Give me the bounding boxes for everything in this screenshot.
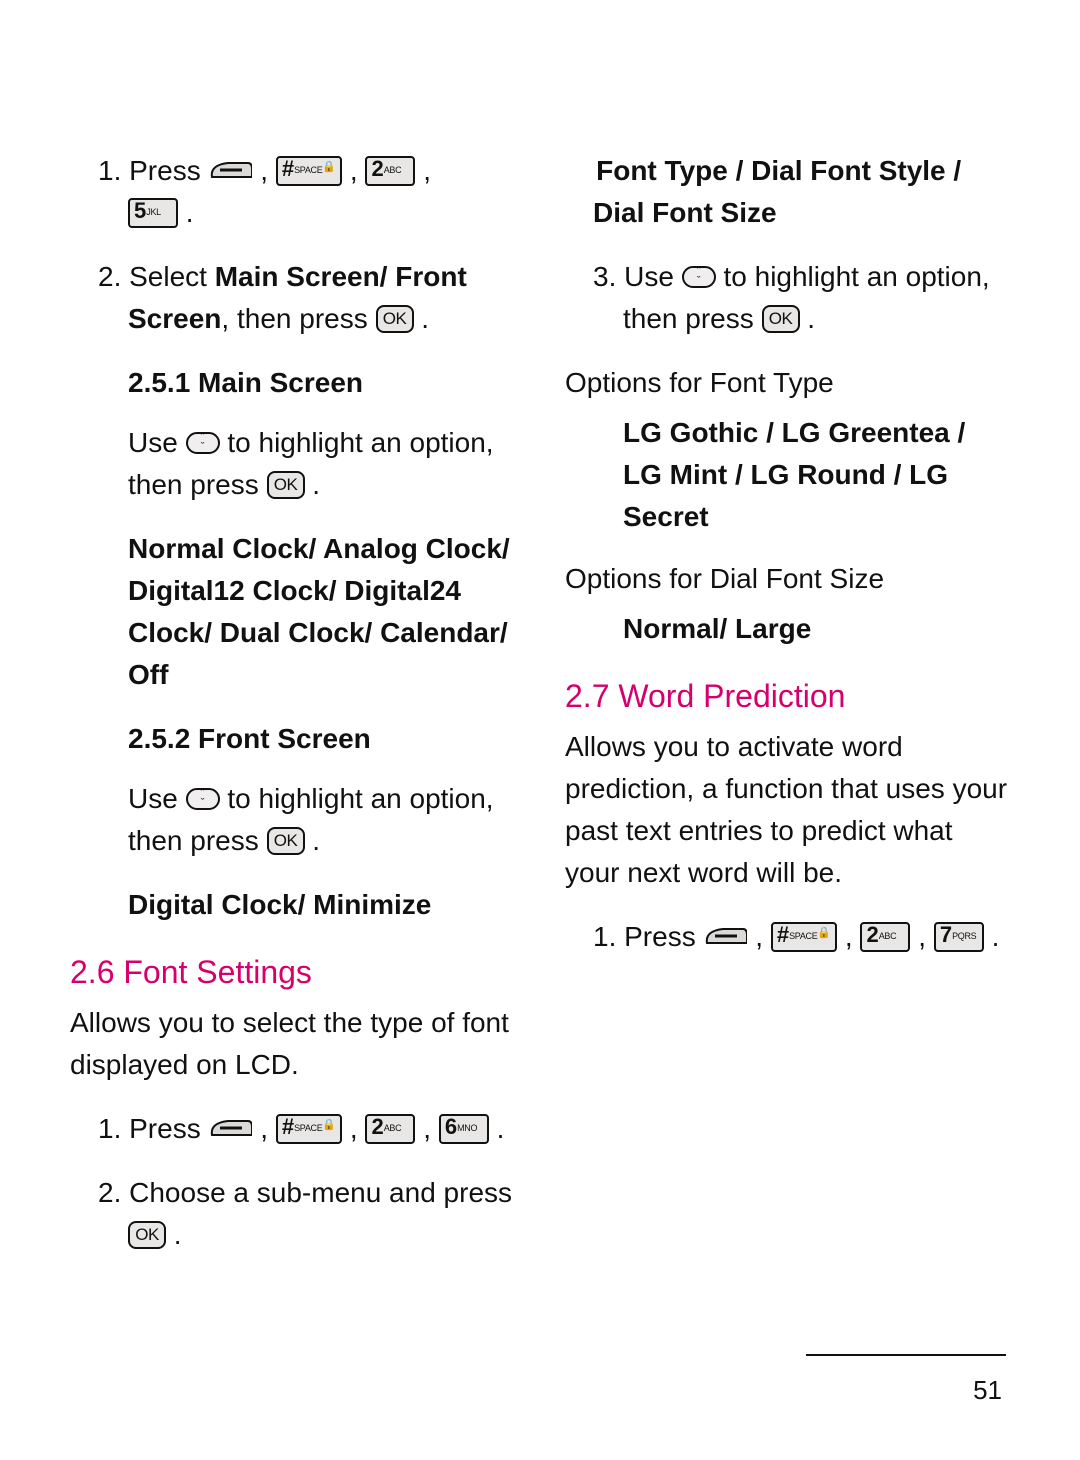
nav-key-icon: ˆˇ	[186, 432, 220, 454]
soft-left-key-icon	[208, 1117, 252, 1141]
page-number: 51	[973, 1375, 1002, 1406]
text: 1. Press	[98, 1113, 208, 1144]
step-2-6-press: 1. Press , #SPACE🔒 , 2ABC , 6MNO .	[70, 1108, 515, 1150]
font-type-options-label: Options for Font Type	[565, 362, 1010, 404]
text: , then press	[221, 303, 375, 334]
ok-key-icon: OK	[267, 471, 305, 499]
font-type-options: LG Gothic / LG Greentea / LG Mint / LG R…	[565, 412, 1010, 538]
dial-font-size-options: Normal/ Large	[565, 608, 1010, 650]
key-2-icon: 2ABC	[860, 922, 910, 952]
key-6-icon: 6MNO	[439, 1114, 489, 1144]
heading-2-6: 2.6 Font Settings	[70, 948, 515, 996]
text: 2. Select	[98, 261, 215, 292]
heading-2-5-2: 2.5.2 Front Screen	[70, 718, 515, 760]
step-2-6-use: 3. Use ˆˇ to highlight an option, then p…	[565, 256, 1010, 340]
options-2-5-1: Normal Clock/ Analog Clock/ Digital12 Cl…	[70, 528, 515, 696]
step-2-6-choose: 2. Choose a sub-menu and press OK .	[70, 1172, 515, 1256]
instr-2-5-2: Use ˆˇ to highlight an option, then pres…	[70, 778, 515, 862]
ok-key-icon: OK	[762, 305, 800, 333]
ok-key-icon: OK	[267, 827, 305, 855]
hash-key-icon: #SPACE🔒	[276, 1114, 342, 1144]
ok-key-icon: OK	[376, 305, 414, 333]
step-2-5-select: 2. Select Main Screen/ Front Screen, the…	[70, 256, 515, 340]
footer-rule	[806, 1354, 1006, 1356]
key-2-icon: 2ABC	[365, 156, 415, 186]
key-7-icon: 7PQRS	[934, 922, 984, 952]
text: Use	[128, 783, 186, 814]
heading-2-5-1: 2.5.1 Main Screen	[70, 362, 515, 404]
key-2-icon: 2ABC	[365, 1114, 415, 1144]
intro-2-6: Allows you to select the type of font di…	[70, 1002, 515, 1086]
text: 1. Press	[98, 155, 208, 186]
soft-left-key-icon	[703, 925, 747, 949]
hash-key-icon: #SPACE🔒	[771, 922, 837, 952]
hash-key-icon: #SPACE🔒	[276, 156, 342, 186]
intro-2-7: Allows you to activate word prediction, …	[565, 726, 1010, 894]
key-5-icon: 5JKL	[128, 198, 178, 228]
heading-2-7: 2.7 Word Prediction	[565, 672, 1010, 720]
ok-key-icon: OK	[128, 1221, 166, 1249]
instr-2-5-1: Use ˆˇ to highlight an option, then pres…	[70, 422, 515, 506]
nav-key-icon: ˆˇ	[682, 266, 716, 288]
options-2-5-2: Digital Clock/ Minimize	[70, 884, 515, 926]
text: 2. Choose a sub-menu and press	[98, 1177, 512, 1208]
text: 3. Use	[593, 261, 682, 292]
step-2-7-press: 1. Press , #SPACE🔒 , 2ABC , 7PQRS .	[565, 916, 1010, 958]
text: 1. Press	[593, 921, 703, 952]
font-type-line: Font Type / Dial Font Style / Dial Font …	[565, 150, 1010, 234]
content-columns: 1. Press , #SPACE🔒 , 2ABC , 5JKL . 2. Se…	[70, 150, 1010, 1330]
text: Use	[128, 427, 186, 458]
nav-key-icon: ˆˇ	[186, 788, 220, 810]
soft-left-key-icon	[208, 159, 252, 183]
manual-page: 1. Press , #SPACE🔒 , 2ABC , 5JKL . 2. Se…	[0, 0, 1080, 1460]
step-2-5-press: 1. Press , #SPACE🔒 , 2ABC , 5JKL .	[70, 150, 515, 234]
dial-font-size-options-label: Options for Dial Font Size	[565, 558, 1010, 600]
